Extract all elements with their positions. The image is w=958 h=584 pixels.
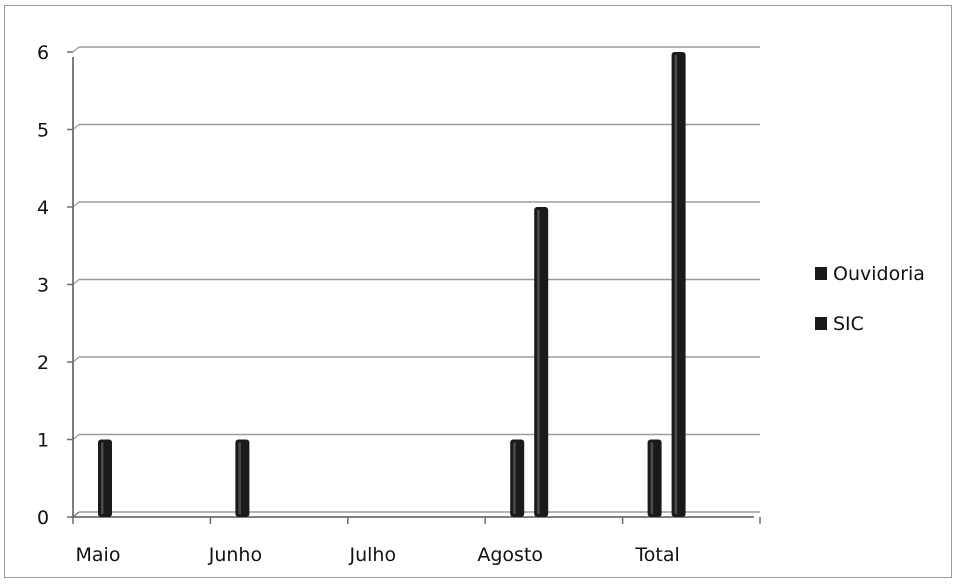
x-tick-label: Agosto bbox=[477, 544, 543, 566]
bar-highlight bbox=[674, 55, 678, 514]
bar-highlight bbox=[650, 442, 654, 514]
axes bbox=[67, 51, 761, 524]
y-tick-label: 2 bbox=[37, 352, 49, 374]
gridline-depth bbox=[72, 46, 80, 53]
legend: Ouvidoria SIC bbox=[815, 263, 925, 335]
x-tick-label: Maio bbox=[76, 544, 121, 566]
bar-sic-total bbox=[671, 52, 686, 517]
x-axis-ticks: Maio Junho Julho Agosto Total bbox=[76, 544, 680, 566]
gridline-depth bbox=[72, 356, 80, 363]
bar-sic-agosto bbox=[534, 207, 549, 517]
legend-swatch-ouvidoria bbox=[815, 267, 827, 280]
x-tick-label: Junho bbox=[208, 544, 262, 566]
legend-label-sic: SIC bbox=[833, 313, 864, 335]
bar-highlight bbox=[537, 210, 540, 514]
bar-highlight bbox=[513, 442, 516, 514]
bar-ouvidoria-maio bbox=[98, 439, 112, 517]
y-tick-label: 0 bbox=[37, 507, 49, 529]
gridline-depth bbox=[72, 434, 80, 440]
legend-label-ouvidoria: Ouvidoria bbox=[833, 263, 925, 285]
y-tick-label: 5 bbox=[37, 120, 49, 142]
y-tick-label: 1 bbox=[37, 430, 49, 452]
gridlines bbox=[72, 46, 760, 440]
gridline-depth bbox=[72, 124, 80, 130]
y-tick-label: 6 bbox=[37, 42, 49, 64]
bar-ouvidoria-agosto bbox=[510, 439, 525, 517]
chart-frame bbox=[4, 5, 952, 578]
y-tick-label: 4 bbox=[37, 197, 49, 219]
bar-highlight bbox=[238, 442, 241, 514]
bar-ouvidoria-total bbox=[647, 439, 662, 517]
gridline-depth bbox=[72, 279, 80, 285]
floor-depth-line bbox=[72, 511, 80, 518]
gridline-depth bbox=[72, 201, 80, 208]
y-axis-ticks: 0 1 2 3 4 5 6 bbox=[37, 42, 49, 529]
bar-highlight bbox=[101, 442, 104, 514]
y-tick-label: 3 bbox=[37, 275, 49, 297]
bars bbox=[98, 52, 686, 517]
x-tick-label: Total bbox=[634, 544, 679, 566]
x-tick-label: Julho bbox=[349, 544, 397, 566]
legend-swatch-sic bbox=[815, 317, 827, 330]
bar-ouvidoria-junho bbox=[235, 439, 250, 517]
